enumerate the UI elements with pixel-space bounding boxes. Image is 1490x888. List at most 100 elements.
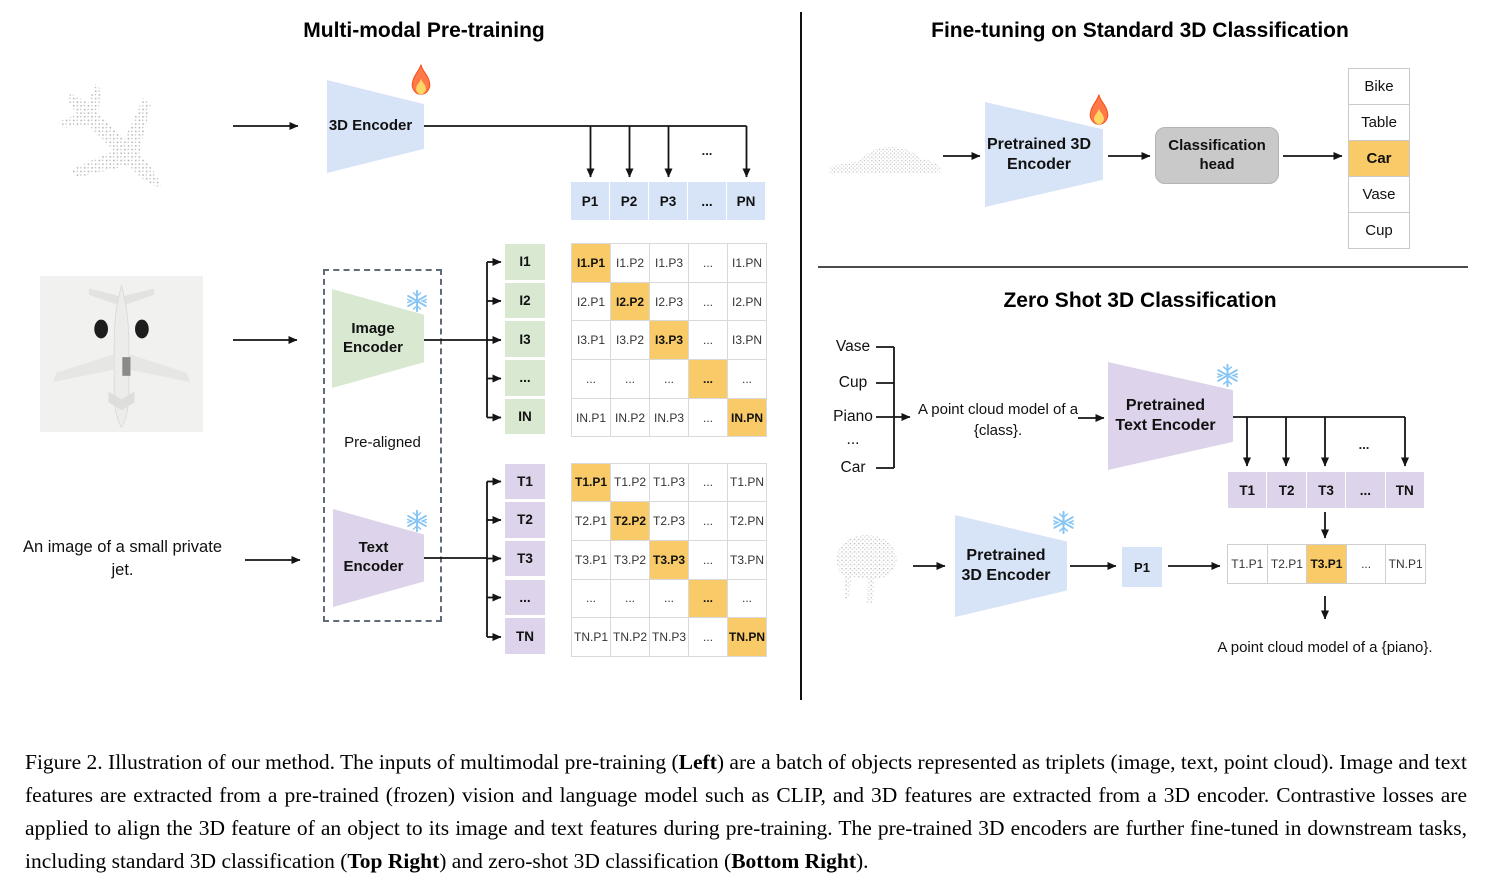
p-header-cell: P3 [649,182,687,220]
similarity-cell: TN.P1 [572,618,611,657]
zeroshot-prompt: A point cloud model of a {class}. [917,401,1079,439]
prealigned-label: Pre-aligned [344,434,421,451]
caption-segment: ). [856,848,869,873]
class-cell: Table [1348,104,1410,141]
caption-bold-segment: Left [678,749,717,774]
similarity-cell: T3.P2 [611,540,650,580]
similarity-cell: T2.P1 [1267,545,1308,584]
similarity-cell: T3.PN [728,540,767,580]
similarity-cell: T2.P3 [650,502,689,541]
t-arrow-ellipsis: ... [1358,437,1370,452]
prealigned-box [323,269,442,622]
t-header-cell: T2 [1267,472,1306,508]
zeroshot-class-label: Cup [838,374,868,391]
similarity-cell: I1.PN [728,244,767,283]
text-feature-cell: T1 [505,463,545,499]
p-header-cell: PN [727,182,765,220]
fire-icon [1089,94,1109,125]
similarity-cell: TN.P3 [650,618,689,657]
text-feature-column: T1 T2 T3... TN [505,463,545,654]
classification-head-label: Classification head [1168,136,1266,173]
similarity-cell: ... [689,502,728,541]
similarity-cell: I2.P2 [611,282,650,322]
class-cell: Vase [1348,176,1410,213]
similarity-cell: T2.P1 [572,502,611,541]
t-header-cell: ... [1346,472,1385,508]
text-input-caption: An image of a small private jet. [22,538,222,579]
caption-bold-segment: Top Right [347,848,440,873]
caption-segment: ) are a batch of objects represented as … [25,749,1467,873]
caption-bold-segment: Bottom Right [731,848,857,873]
p-header-cell: P2 [610,182,648,220]
caption-segment: Figure 2. Illustration of our method. Th… [25,749,679,774]
similarity-cell: T1.P1 [572,463,611,503]
similarity-cell: ... [689,321,728,361]
zeroshot-class-label: Vase [835,338,871,355]
similarity-cell: IN.P1 [572,398,611,438]
image-feature-cell: I2 [505,282,545,319]
snowflake-icon [1052,510,1075,535]
similarity-cell: I3.P2 [611,321,650,361]
zeroshot-class-list: Vase Cup Piano... Car [823,337,883,487]
encoder-3d-label: 3D Encoder [328,117,413,135]
zs-text-encoder-label: Pretrained Text Encoder [1115,397,1216,434]
similarity-cell: ... [689,463,728,503]
similarity-cell: T2.P2 [611,502,650,541]
similarity-cell: ... [572,360,611,399]
similarity-cell: ... [689,244,728,283]
similarity-cell: ... [689,618,728,657]
p1-feature-cell: P1 [1122,547,1162,587]
similarity-cell: T3.P3 [650,540,689,580]
similarity-cell: I2.P3 [650,282,689,322]
zeroshot-class-label: Piano [833,408,873,425]
image-feature-cell: IN [505,398,545,435]
image-feature-cell: I1 [505,244,545,280]
similarity-cell: ... [1346,545,1387,584]
class-cell: Car [1348,140,1410,177]
zeroshot-class-label: ... [846,431,860,448]
similarity-cell: ... [650,579,689,619]
similarity-cell: TN.PN [728,618,767,657]
similarity-cell: T3.P1 [1307,545,1347,584]
similarity-cell: IN.P2 [611,398,650,438]
zeroshot-class-label: Car [840,459,866,476]
class-cell: Cup [1348,212,1410,249]
airplane-photo-image [40,276,203,432]
p-header-cell: ... [688,182,726,220]
similarity-cell: I1.P2 [611,244,650,283]
similarity-cell: ... [689,579,728,619]
classification-head: Classification head [1155,127,1279,184]
similarity-cell: ... [689,360,728,399]
text-feature-cell: TN [505,618,545,654]
ft-encoder-label: Pretrained 3D Encoder [986,135,1092,173]
fire-icon [411,64,431,95]
car-point-cloud-image [830,147,940,174]
similarity-cell: ... [728,360,767,399]
similarity-cell: T2.PN [728,502,767,541]
text-feature-cell: T2 [505,502,545,538]
similarity-cell: ... [572,579,611,619]
similarity-cell: TN.P2 [611,618,650,657]
similarity-cell: ... [611,360,650,399]
snowflake-icon [406,289,428,313]
similarity-cell: I1.P3 [650,244,689,283]
similarity-cell: I3.PN [728,321,767,361]
similarity-cell: I3.P1 [572,321,611,361]
text-feature-cell: T3 [505,540,545,577]
zs-encoder-label: Pretrained 3D Encoder [961,547,1051,584]
similarity-cell: ... [650,360,689,399]
similarity-cell: T1.P3 [650,463,689,503]
text-encoder-label: Text Encoder [343,539,404,575]
t-header-cell: T3 [1306,472,1346,508]
caption-segment: ) and zero-shot 3D classification ( [439,848,732,873]
zeroshot-similarity-row: T1.P1 T2.P1 T3.P1... TN.P1 [1227,544,1426,584]
similarity-cell: I3.P3 [650,321,689,361]
similarity-cell: T3.P1 [572,540,611,580]
zeroshot-title: Zero Shot 3D Classification [1003,289,1277,312]
similarity-cell: ... [728,579,767,619]
p-header-cell: P1 [571,182,609,220]
p-header-ellipsis: ... [701,143,713,158]
image-feature-column: I1 I2 I3... IN [505,244,545,435]
t-header-cell: TN [1385,472,1424,508]
